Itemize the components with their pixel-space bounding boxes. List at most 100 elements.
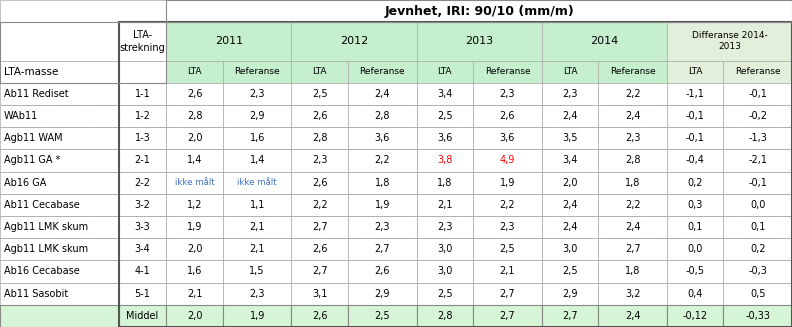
Text: 3,6: 3,6 [437,133,452,143]
Bar [223,127,291,149]
Text: 3,4: 3,4 [437,89,452,99]
Text: -0,2: -0,2 [748,111,767,121]
Text: 2,1: 2,1 [249,244,265,254]
Bar [542,194,598,216]
Bar [598,60,667,83]
Text: 2,6: 2,6 [312,178,327,188]
Bar [417,238,473,260]
Bar [473,83,542,105]
Text: -0,33: -0,33 [745,311,771,321]
Text: 2,0: 2,0 [187,133,202,143]
Text: 2,6: 2,6 [187,89,202,99]
Text: 1,4: 1,4 [187,155,202,165]
Text: 2,1: 2,1 [500,267,516,277]
Bar [223,194,291,216]
Bar [119,283,166,305]
Text: 2,7: 2,7 [625,244,641,254]
Text: 2,3: 2,3 [500,89,516,99]
Bar [0,172,119,194]
Bar [473,172,542,194]
Text: 2,5: 2,5 [562,267,578,277]
Text: 3,1: 3,1 [312,289,327,299]
Bar [166,172,223,194]
Text: Agb11 LMK skum: Agb11 LMK skum [4,244,88,254]
Text: 0,0: 0,0 [687,244,703,254]
Bar [166,22,291,60]
Text: Jevnhet, IRI: 90/10 (mm/m): Jevnhet, IRI: 90/10 (mm/m) [384,5,574,18]
Text: Referanse: Referanse [485,67,531,76]
Text: 2,8: 2,8 [312,133,327,143]
Text: 2,3: 2,3 [437,222,452,232]
Bar [348,172,417,194]
Bar [119,260,166,283]
Bar [598,83,667,105]
Bar [291,83,348,105]
Bar [0,194,119,216]
Text: 2,0: 2,0 [562,178,578,188]
Bar [542,60,598,83]
Text: 4-1: 4-1 [135,267,150,277]
Text: 2,1: 2,1 [187,289,202,299]
Bar [348,60,417,83]
Bar [417,149,473,172]
Bar [542,83,598,105]
Bar [166,305,223,327]
Text: 3,6: 3,6 [375,133,390,143]
Text: 2,7: 2,7 [562,311,578,321]
Bar [119,22,792,327]
Text: 3,0: 3,0 [562,244,577,254]
Bar [166,283,223,305]
Text: 2,9: 2,9 [562,289,578,299]
Text: -0,1: -0,1 [686,133,705,143]
Text: 2,4: 2,4 [562,222,578,232]
Bar [473,260,542,283]
Bar [667,305,723,327]
Bar [473,305,542,327]
Text: 2,4: 2,4 [625,222,641,232]
Text: 2-2: 2-2 [135,178,150,188]
Bar [119,105,166,127]
Bar [348,305,417,327]
Text: 2,9: 2,9 [249,111,265,121]
Bar [598,149,667,172]
Bar [166,260,223,283]
Text: 0,3: 0,3 [687,200,703,210]
Text: 1,1: 1,1 [249,200,265,210]
Bar [417,22,542,60]
Bar [291,260,348,283]
Bar [166,0,792,22]
Text: LTA: LTA [688,67,703,76]
Bar [119,127,166,149]
Text: 1,6: 1,6 [187,267,202,277]
Bar [473,149,542,172]
Text: 0,5: 0,5 [750,289,766,299]
Text: 3,0: 3,0 [437,267,452,277]
Bar [417,283,473,305]
Text: 1,9: 1,9 [500,178,515,188]
Text: 1,8: 1,8 [375,178,390,188]
Bar [542,238,598,260]
Text: Differanse 2014-
2013: Differanse 2014- 2013 [691,31,767,51]
Bar [598,105,667,127]
Bar [119,22,166,60]
Text: 2,7: 2,7 [500,289,516,299]
Bar [723,149,792,172]
Bar [0,238,119,260]
Bar [223,172,291,194]
Bar [598,194,667,216]
Bar [598,260,667,283]
Bar [166,127,223,149]
Text: LTA: LTA [188,67,202,76]
Bar [291,172,348,194]
Bar [119,194,166,216]
Text: 2012: 2012 [340,36,368,46]
Text: ikke målt: ikke målt [238,178,277,187]
Bar [223,238,291,260]
Text: 1,4: 1,4 [249,155,265,165]
Text: 2,5: 2,5 [437,289,453,299]
Text: Ab11 Sasobit: Ab11 Sasobit [4,289,68,299]
Bar [723,172,792,194]
Bar [348,216,417,238]
Bar [166,105,223,127]
Text: 2,3: 2,3 [562,89,578,99]
